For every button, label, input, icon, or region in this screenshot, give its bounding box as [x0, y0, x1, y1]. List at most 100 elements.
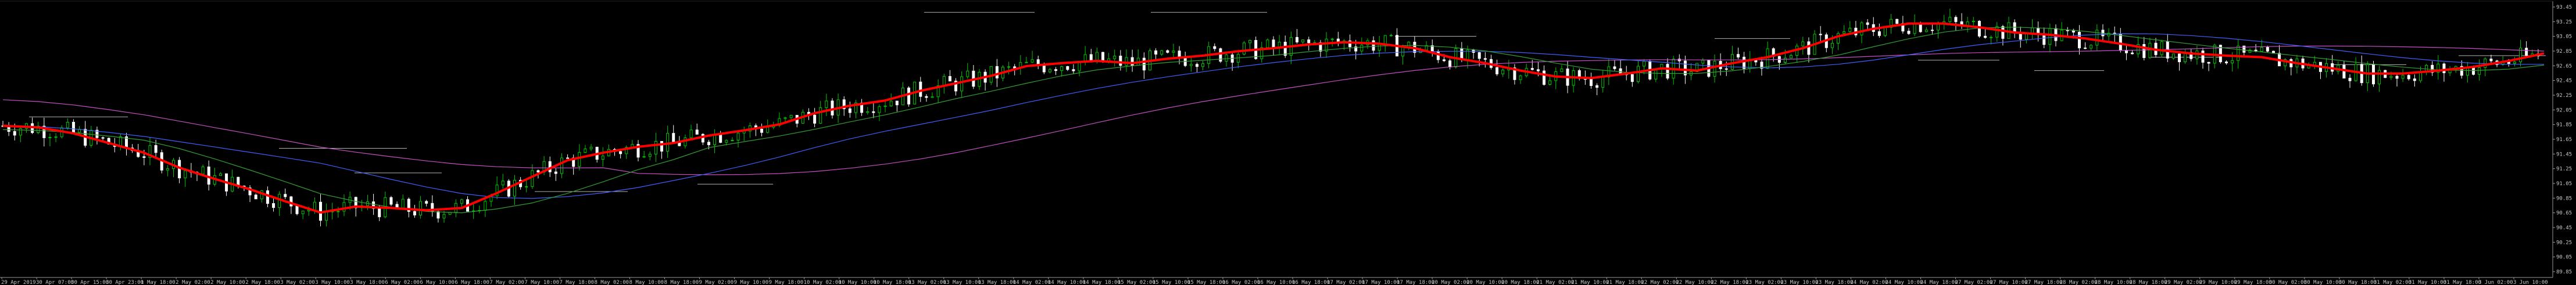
candle-body	[1877, 31, 1881, 36]
x-tick-label: 29 May 10:00	[2199, 280, 2237, 285]
candle-body	[1160, 50, 1164, 55]
candle-body	[654, 141, 657, 155]
x-tick-label: 6 May 10:00	[420, 280, 455, 285]
candle-body	[495, 185, 499, 196]
candle-body	[301, 210, 305, 214]
candle-body	[1948, 17, 1952, 22]
candle-body	[831, 100, 834, 116]
candle-body	[1372, 40, 1375, 51]
candle-body	[1924, 30, 1928, 33]
candle-body	[484, 201, 487, 211]
x-tick-label: 15 May 10:00	[1153, 280, 1190, 285]
candle-body	[2148, 42, 2152, 58]
candle-body	[1325, 38, 1328, 52]
candle-body	[1725, 68, 1728, 70]
y-tick-label: 91.05	[2556, 181, 2572, 187]
candle-body	[1048, 69, 1051, 73]
x-tick-label: 29 May 02:00	[2164, 280, 2202, 285]
candle-body	[1743, 56, 1746, 69]
candle-body	[1701, 60, 1705, 64]
x-tick-label: 23 May 02:00	[1745, 280, 1783, 285]
candle-body	[1054, 69, 1058, 71]
candle-body	[1860, 22, 1863, 35]
x-tick-label: 3 Jun 10:00	[2513, 280, 2548, 285]
candle-body	[2413, 78, 2416, 81]
candle-body	[1807, 41, 1811, 55]
candle-body	[672, 133, 675, 142]
candle-body	[2248, 49, 2252, 53]
candle-body	[689, 129, 693, 138]
x-tick-label: 24 May 10:00	[1885, 280, 1923, 285]
candle-body	[825, 100, 828, 109]
y-tick-label: 89.85	[2556, 269, 2572, 275]
candle-body	[501, 181, 505, 186]
candle-body	[2513, 62, 2516, 64]
x-tick-label: 13 May 10:00	[943, 280, 981, 285]
y-tick-label: 92.45	[2556, 78, 2572, 84]
x-tick-label: 7 May 02:00	[489, 280, 524, 285]
candle-body	[719, 134, 722, 143]
y-tick-label: 93.25	[2556, 19, 2572, 25]
candle-body	[1130, 57, 1134, 66]
candle-body	[1213, 46, 1217, 49]
candle-body	[1166, 50, 1169, 53]
candle-body	[295, 205, 299, 214]
candle-body	[960, 76, 964, 92]
candle-body	[1042, 65, 1046, 73]
x-tick-label: 10 May 18:00	[874, 280, 911, 285]
candle-body	[584, 148, 587, 153]
x-tick-label: 10 May 02:00	[804, 280, 842, 285]
candle-body	[842, 99, 846, 109]
candle-body	[95, 129, 99, 138]
candle-body	[342, 202, 346, 212]
candle-body	[848, 108, 851, 113]
candle-body	[166, 168, 169, 171]
x-tick-label: 29 May 18:00	[2234, 280, 2272, 285]
x-tick-label: 28 May 18:00	[2130, 280, 2167, 285]
x-tick-label: 3 May 18:00	[350, 280, 385, 285]
y-tick-label: 90.05	[2556, 255, 2572, 261]
candle-body	[648, 154, 652, 157]
candle-body	[1519, 75, 1522, 80]
x-tick-label: 30 Apr 23:00	[106, 280, 144, 285]
x-tick-label: 27 May 18:00	[2025, 280, 2063, 285]
candle-body	[736, 132, 740, 141]
candle-body	[1954, 17, 1958, 22]
candle-body	[525, 186, 528, 187]
x-tick-label: 1 May 18:00	[141, 280, 176, 285]
candle-body	[289, 196, 293, 207]
x-tick-label: 9 May 18:00	[769, 280, 804, 285]
candle-body	[866, 111, 870, 113]
x-tick-label: 22 May 02:00	[1641, 280, 1679, 285]
y-tick-label: 91.65	[2556, 137, 2572, 143]
candle-body	[1984, 35, 1987, 38]
candle-body	[789, 115, 793, 118]
candle-body	[1601, 77, 1605, 88]
candle-body	[154, 145, 158, 153]
candle-body	[989, 66, 993, 83]
candle-body	[1060, 66, 1064, 71]
candle-body	[354, 197, 357, 208]
x-tick-label: 24 May 18:00	[1920, 280, 1958, 285]
candle-body	[1801, 41, 1805, 46]
candle-body	[284, 194, 287, 197]
candle-body	[872, 111, 875, 113]
candle-body	[337, 211, 340, 212]
x-tick-label: 31 May 18:00	[2443, 280, 2481, 285]
x-tick-label: 22 May 10:00	[1676, 280, 1713, 285]
candle-body	[2207, 62, 2210, 64]
y-tick-label: 92.85	[2556, 49, 2572, 55]
candle-body	[878, 106, 881, 113]
candle-body	[889, 100, 893, 106]
candle-body	[378, 208, 381, 218]
candle-body	[1683, 60, 1687, 75]
candle-body	[1442, 59, 1446, 62]
x-tick-label: 3 May 10:00	[315, 280, 350, 285]
candle-body	[2231, 60, 2234, 64]
candle-body	[819, 107, 822, 124]
candle-body	[1266, 39, 1269, 48]
candle-body	[1837, 33, 1840, 44]
candle-body	[1766, 48, 1769, 69]
